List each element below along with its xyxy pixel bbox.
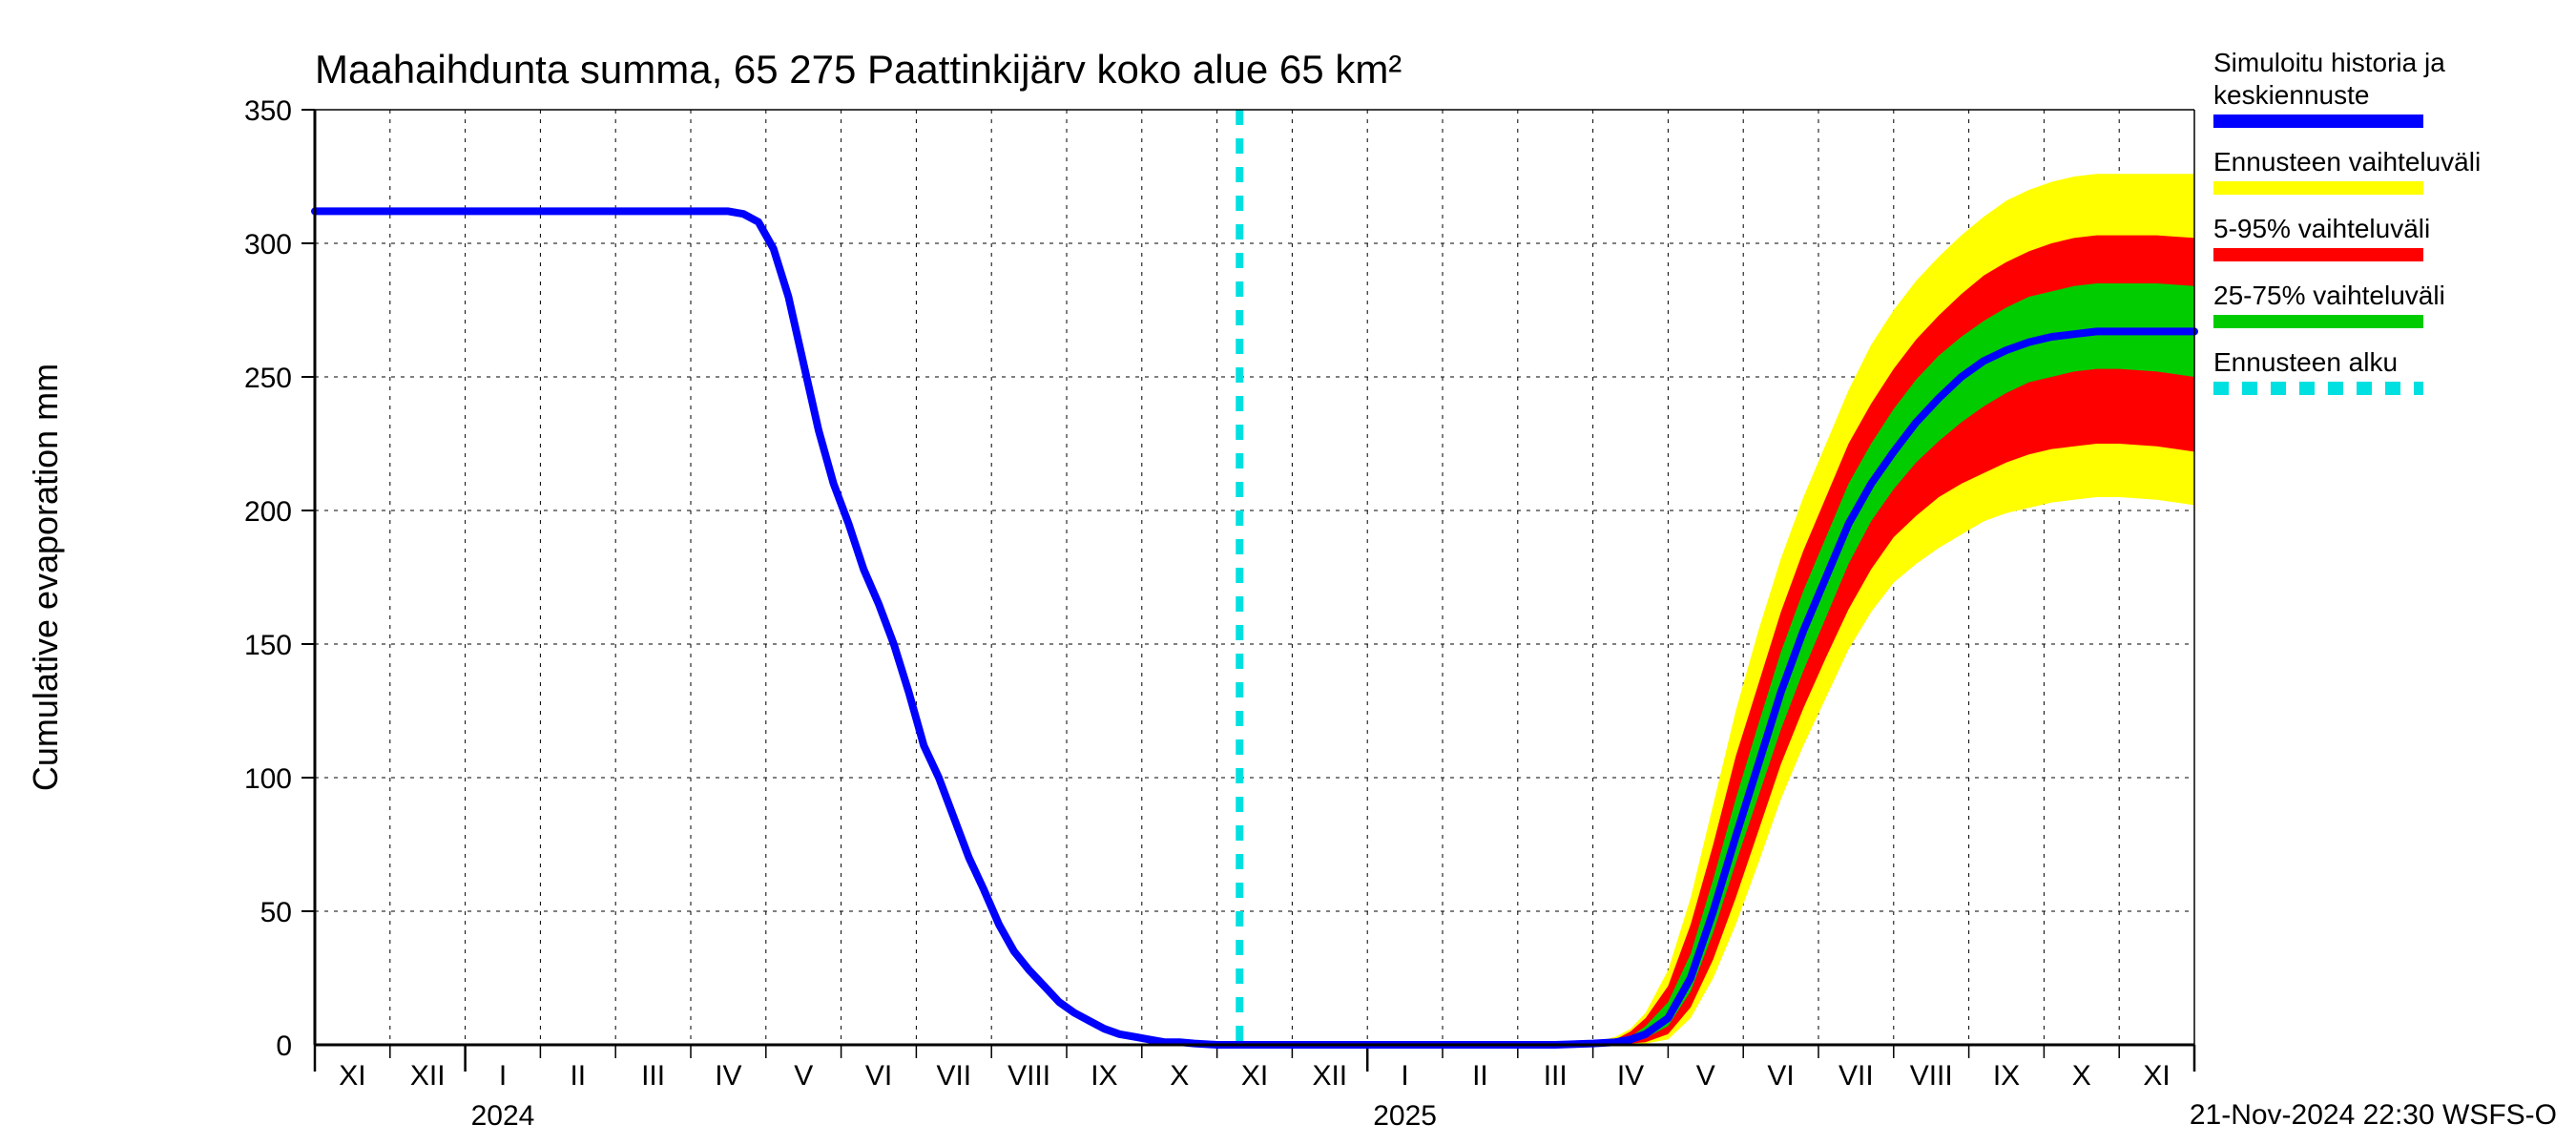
x-month-label: XII <box>1312 1060 1347 1092</box>
x-month-label: I <box>1401 1060 1408 1092</box>
x-month-label: III <box>641 1060 665 1092</box>
y-tick-label: 350 <box>244 95 292 127</box>
chart-title: Maahaihdunta summa, 65 275 Paattinkijärv… <box>315 47 1402 92</box>
x-month-label: V <box>794 1060 813 1092</box>
y-tick-label: 50 <box>260 897 292 928</box>
x-month-label: IV <box>715 1060 741 1092</box>
x-month-label: VI <box>1767 1060 1794 1092</box>
x-month-label: VI <box>865 1060 892 1092</box>
x-year-label: 2024 <box>471 1100 535 1132</box>
legend-label: 25-75% vaihteluväli <box>2213 281 2445 310</box>
y-tick-label: 300 <box>244 229 292 260</box>
x-month-label: XI <box>339 1060 365 1092</box>
x-month-label: VII <box>936 1060 971 1092</box>
legend-label: Ennusteen vaihteluväli <box>2213 147 2481 177</box>
x-month-label: IV <box>1617 1060 1644 1092</box>
y-axis-label: Cumulative evaporation mm <box>26 364 65 791</box>
y-tick-label: 250 <box>244 363 292 394</box>
x-month-label: IX <box>1091 1060 1117 1092</box>
x-month-label: V <box>1696 1060 1715 1092</box>
x-month-label: XI <box>1241 1060 1268 1092</box>
legend-label: Simuloitu historia ja <box>2213 48 2445 77</box>
x-month-label: III <box>1544 1060 1568 1092</box>
chart-bg <box>0 0 2576 1145</box>
y-tick-label: 100 <box>244 763 292 795</box>
x-month-label: I <box>499 1060 507 1092</box>
x-month-label: VIII <box>1910 1060 1953 1092</box>
legend-label: Ennusteen alku <box>2213 347 2398 377</box>
evaporation-chart: 050100150200250300350XIXIIIIIIIIIVVVIVII… <box>0 0 2576 1145</box>
x-month-label: X <box>1170 1060 1189 1092</box>
y-tick-label: 150 <box>244 630 292 661</box>
x-year-label: 2025 <box>1373 1100 1437 1132</box>
y-tick-label: 200 <box>244 496 292 528</box>
legend-label: keskiennuste <box>2213 80 2369 110</box>
legend-label: 5-95% vaihteluväli <box>2213 214 2430 243</box>
x-month-label: VIII <box>1008 1060 1050 1092</box>
x-month-label: XI <box>2143 1060 2170 1092</box>
y-tick-label: 0 <box>276 1030 292 1062</box>
x-month-label: VII <box>1839 1060 1874 1092</box>
x-month-label: XII <box>410 1060 446 1092</box>
x-month-label: X <box>2072 1060 2091 1092</box>
x-month-label: IX <box>1993 1060 2020 1092</box>
x-month-label: II <box>570 1060 586 1092</box>
footer-timestamp: 21-Nov-2024 22:30 WSFS-O <box>2190 1099 2557 1131</box>
x-month-label: II <box>1472 1060 1488 1092</box>
